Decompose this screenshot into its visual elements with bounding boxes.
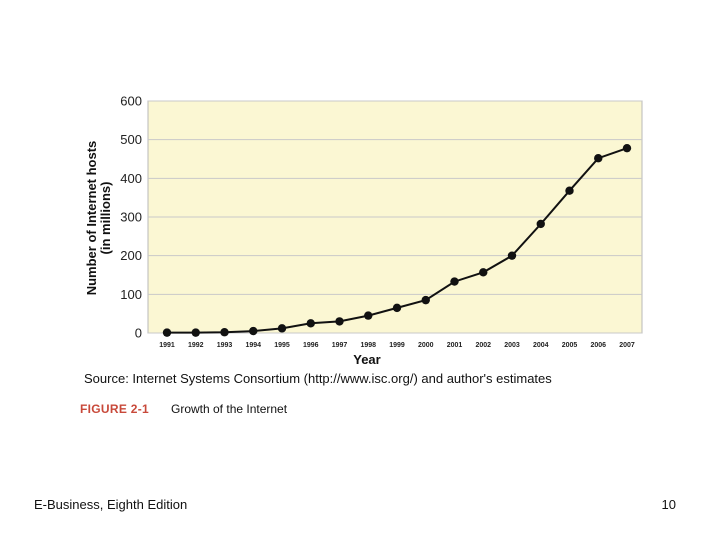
data-point [191, 328, 200, 337]
data-point [277, 324, 287, 333]
x-tick-label: 1992 [188, 342, 204, 349]
y-axis-title-line2: (in millions) [98, 182, 113, 255]
figure-label: FIGURE 2-1 [80, 402, 150, 416]
x-tick-label: 1996 [303, 342, 319, 349]
gridlines [148, 100, 642, 334]
x-tick-label: 1999 [389, 342, 405, 349]
x-tick-label: 2001 [447, 342, 463, 349]
y-tick-label: 600 [120, 94, 142, 109]
y-tick-label: 0 [135, 326, 142, 341]
y-tick-label: 100 [120, 287, 142, 302]
x-tick-label: 2007 [619, 342, 635, 349]
data-point [536, 219, 545, 229]
y-axis-title-line1: Number of Internet hosts [84, 141, 99, 296]
y-tick-label: 200 [120, 248, 142, 263]
x-tick-label: 2003 [504, 342, 520, 349]
x-tick-label: 2005 [562, 342, 578, 349]
data-point [392, 303, 402, 313]
data-point [220, 328, 229, 337]
footer-book-title: E-Business, Eighth Edition [34, 497, 188, 512]
data-point [450, 277, 459, 286]
data-points [162, 143, 632, 337]
data-point [249, 326, 258, 336]
data-point [306, 319, 315, 328]
data-point [364, 311, 373, 320]
x-tick-label: 2006 [590, 342, 606, 349]
y-tick-label: 300 [120, 210, 142, 225]
data-point [479, 268, 488, 277]
y-tick-label: 400 [120, 171, 142, 186]
x-tick-label: 2002 [475, 342, 491, 349]
x-tick-label: 1994 [245, 342, 261, 349]
figure-caption: Growth of the Internet [171, 402, 288, 416]
data-point [421, 295, 430, 305]
page-number: 10 [661, 497, 676, 512]
x-tick-labels: 1991 1992 1993 1994 1995 1996 1997 1998 1999 2000… [159, 342, 635, 349]
x-tick-label: 1997 [332, 342, 348, 349]
x-axis-title: Year [353, 352, 380, 367]
x-tick-label: 1991 [159, 342, 175, 349]
x-tick-label: 2000 [418, 342, 434, 349]
data-point [162, 328, 172, 337]
data-point [594, 154, 603, 163]
x-tick-label: 1993 [217, 342, 233, 349]
y-tick-label: 500 [120, 132, 142, 147]
y-tick-labels: 0 100 200 300 400 500 600 [120, 94, 142, 341]
data-point [565, 186, 574, 195]
source-note: Source: Internet Systems Consortium (htt… [84, 371, 552, 386]
x-tick-label: 2004 [533, 342, 549, 349]
x-tick-label: 1998 [360, 342, 376, 349]
data-point [622, 143, 632, 153]
data-point [335, 317, 344, 326]
data-point [507, 251, 517, 260]
x-tick-label: 1995 [274, 342, 290, 349]
